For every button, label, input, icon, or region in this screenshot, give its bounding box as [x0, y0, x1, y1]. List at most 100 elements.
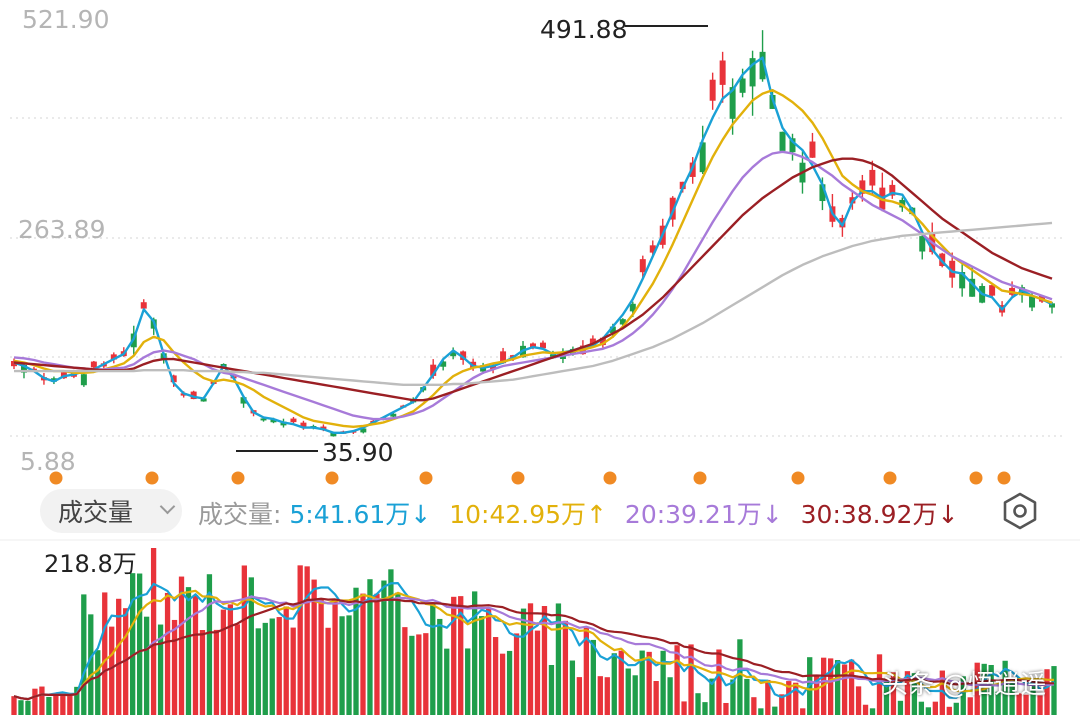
candle-body [719, 60, 726, 85]
volume-bar [262, 622, 268, 715]
volume-bar [465, 648, 471, 715]
volume-bar [653, 681, 659, 715]
event-dot [883, 471, 897, 485]
volume-bar [646, 651, 652, 715]
volume-max-label: 218.8万 [44, 550, 137, 578]
event-dot [997, 471, 1011, 485]
volume-bar [381, 580, 387, 715]
volume-bar [883, 678, 890, 715]
volume-bar [786, 681, 792, 715]
volume-bar [171, 619, 178, 715]
volume-bar [130, 573, 136, 715]
volume-bar [576, 677, 583, 715]
event-dot [693, 471, 707, 485]
volume-bar [800, 708, 806, 715]
candle-body [110, 354, 117, 360]
volume-bar [353, 587, 359, 715]
volume-bar [1009, 678, 1015, 715]
volume-bar [890, 672, 897, 715]
volume-bar [192, 595, 199, 715]
volume-bar [1044, 669, 1050, 715]
volume-bar [562, 620, 569, 715]
volume-bar [827, 658, 834, 715]
volume-bar [269, 618, 275, 715]
volume-bar [444, 648, 450, 715]
volume-bar [590, 639, 596, 715]
volume-legend-ma10: 10:42.95万↑ [449, 500, 607, 529]
hexagon-settings-icon[interactable] [1000, 491, 1040, 531]
event-dot [511, 471, 525, 485]
event-dot [231, 471, 245, 485]
price-axis-top-label: 521.90 [22, 5, 109, 34]
candle-body [290, 418, 297, 423]
volume-bar [437, 618, 443, 715]
candle-body [360, 428, 367, 433]
volume-bar [1002, 660, 1008, 715]
volume-ma-lines-group [13, 581, 1055, 701]
volume-bar [506, 650, 513, 715]
volume-bar [88, 614, 94, 715]
volume-bar [136, 573, 143, 715]
volume-bar [157, 624, 164, 715]
candle-body [90, 361, 97, 368]
volume-bar [939, 670, 945, 715]
candle-body [1029, 296, 1036, 308]
volume-bar [604, 677, 610, 715]
volume-ma10-line [13, 589, 1055, 701]
volume-selector-label: 成交量 [58, 498, 134, 527]
ma5-line [13, 56, 1053, 434]
volume-header: 成交量 成交量: 5:41.61万↓ 10:42.95万↑ 20:39.21万↓… [0, 483, 1080, 537]
volume-bar [772, 706, 778, 715]
candle-body [240, 397, 247, 404]
candle-body [809, 141, 816, 158]
candle-body [460, 351, 467, 360]
volume-bar [995, 691, 1001, 715]
volume-bar [639, 650, 645, 715]
volume-bar [660, 650, 666, 715]
volume-bar [869, 708, 876, 715]
candle-body [440, 361, 447, 367]
volume-bar [472, 591, 478, 715]
volume-bar [730, 679, 736, 715]
volume-legend-ma5: 5:41.61万↓ [289, 500, 432, 529]
volume-bar [60, 696, 66, 715]
volume-legend-title: 成交量: [198, 500, 282, 529]
volume-bar [855, 686, 862, 715]
volume-bar [227, 604, 234, 715]
volume-bar [702, 702, 708, 715]
volume-bar [520, 608, 527, 715]
candle-body [699, 142, 706, 173]
volume-bar [625, 668, 631, 715]
volume-bar [388, 569, 394, 715]
volume-bar [458, 596, 464, 715]
ma60-line [14, 221, 1053, 386]
candle-body [500, 351, 507, 364]
volume-bar [360, 593, 366, 715]
volume-bar [290, 627, 296, 715]
volume-bar [744, 678, 750, 715]
candle-body [20, 364, 27, 373]
volume-bar [967, 697, 973, 715]
ma-lines-group [13, 56, 1053, 434]
volume-bar [255, 628, 261, 715]
volume-bar [346, 615, 352, 715]
volume-indicator-selector[interactable]: 成交量 [40, 489, 182, 533]
candle-body [859, 180, 866, 194]
volume-bar [681, 701, 687, 715]
volume-bar [67, 695, 73, 715]
event-dot [419, 471, 433, 485]
candle-body [270, 418, 277, 423]
volume-bar [53, 693, 59, 715]
candle-body [959, 272, 966, 289]
volume-bar [32, 688, 38, 715]
price-axis-bottom-label: 5.88 [20, 447, 76, 476]
candle-body [869, 169, 876, 186]
volume-bar [150, 548, 157, 715]
volume-bar [569, 660, 576, 715]
candle-body [919, 236, 926, 252]
volume-bar [793, 682, 799, 715]
volume-bar [541, 606, 548, 715]
volume-bar [946, 706, 952, 715]
volume-bar [918, 701, 925, 715]
